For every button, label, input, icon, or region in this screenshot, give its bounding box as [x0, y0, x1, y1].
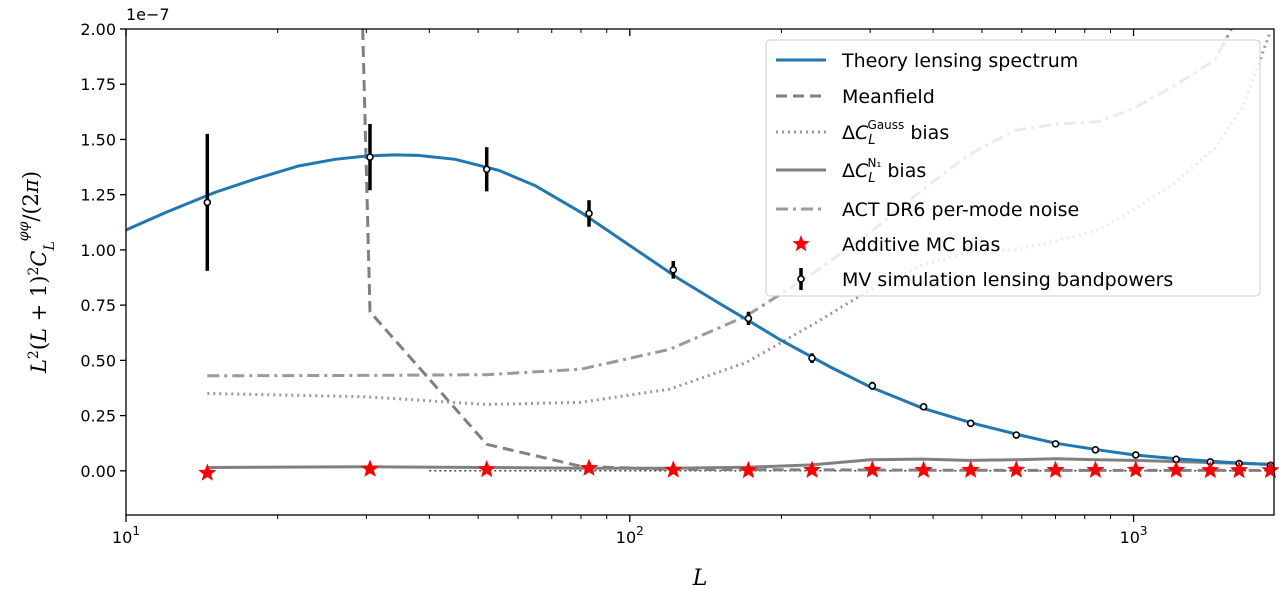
mc-bias-star: [961, 460, 980, 478]
bandpower-point: [1051, 440, 1060, 448]
mc-bias-star: [1086, 460, 1105, 478]
y-tick-label: 1.50: [80, 130, 116, 149]
mc-bias-star: [1229, 460, 1249, 479]
bandpower-point: [868, 381, 877, 390]
x-tick-label: 101: [112, 524, 140, 547]
y-tick-label: 1.00: [80, 241, 116, 260]
x-tick-label: 102: [616, 524, 644, 547]
legend-point-icon: [797, 275, 805, 283]
legend-label: Theory lensing spectrum: [841, 50, 1078, 72]
legend-label: ΔCLN₁ bias: [842, 156, 926, 186]
legend-star-icon: [792, 235, 810, 252]
legend-label: Meanfield: [842, 86, 935, 108]
y-tick-label: 2.00: [80, 20, 116, 39]
mc-bias-star: [914, 460, 933, 478]
y-tick-label: 0.75: [80, 296, 116, 315]
legend-label: Additive MC bias: [842, 234, 1000, 256]
y-tick-label: 0.25: [80, 407, 116, 426]
series-line-3: [207, 457, 1274, 470]
legend-label: ACT DR6 per-mode noise: [842, 199, 1079, 221]
bandpower-point: [808, 354, 816, 362]
x-tick-label: 103: [1120, 524, 1148, 547]
bandpower-point: [1131, 451, 1140, 459]
bandpower-point: [203, 198, 212, 207]
mc-bias-star: [1261, 460, 1279, 479]
mc-bias-star: [1007, 460, 1026, 478]
mc-bias-star: [360, 459, 380, 477]
bandpower-point: [966, 419, 975, 428]
y-tick-label: 1.75: [80, 75, 116, 94]
series-line-0: [126, 153, 1274, 467]
bandpower-point: [1012, 431, 1021, 439]
bandpower-point: [919, 402, 928, 411]
y-tick-label: 0.00: [80, 462, 116, 481]
legend: Theory lensing spectrum Meanfield ΔCLGauss…: [765, 39, 1261, 297]
bandpower-point: [669, 265, 678, 274]
mc-bias-star: [477, 459, 496, 478]
legend-box: [765, 39, 1261, 297]
mc-bias-star: [579, 458, 599, 476]
y-tick-label: 0.50: [80, 351, 116, 370]
mc-bias-star: [739, 460, 758, 479]
mc-bias-star: [1126, 460, 1145, 478]
bandpower-point: [366, 153, 374, 161]
mc-bias-star: [802, 460, 822, 478]
mc-bias-star: [1166, 460, 1186, 478]
mc-bias-star: [664, 460, 683, 478]
bandpower-point: [482, 165, 491, 174]
bandpower-point: [1091, 446, 1100, 454]
bandpower-point: [744, 314, 753, 323]
legend-label: ΔCLGauss bias: [842, 118, 949, 148]
mc-bias-star: [198, 463, 217, 481]
x-axis-label: L: [692, 566, 708, 590]
legend-label: MV simulation lensing bandpowers: [842, 269, 1173, 291]
mc-bias-star: [1046, 460, 1065, 478]
series-line-1: [361, 29, 1274, 472]
y-tick-label: 1.25: [80, 186, 116, 205]
mc-bias-star: [1201, 460, 1220, 479]
plot-frame: [125, 28, 1275, 516]
y-multiplier-label: 1e−7: [126, 5, 170, 24]
y-axis-label: L2(L + 1)2CLφφ/(2π): [16, 171, 58, 374]
bandpower-point: [585, 209, 593, 218]
mc-bias-star: [863, 460, 882, 478]
